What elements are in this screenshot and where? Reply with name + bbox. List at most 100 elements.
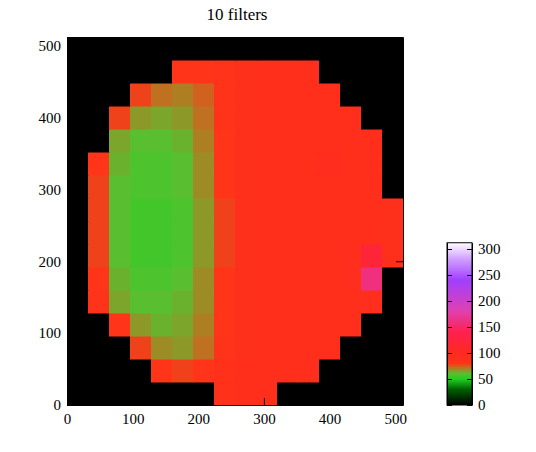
tick <box>198 37 199 44</box>
cell <box>193 152 215 176</box>
cell <box>214 382 236 405</box>
cell <box>319 37 341 61</box>
cell <box>361 244 383 268</box>
cell <box>109 244 131 268</box>
cell <box>193 198 215 222</box>
cell <box>88 336 110 360</box>
cell <box>67 37 89 61</box>
x-axis: 0100200300400500 <box>64 398 407 427</box>
cell <box>88 129 110 153</box>
tick: 100 <box>122 398 145 427</box>
cell <box>130 244 152 268</box>
cell <box>298 175 320 199</box>
cell <box>298 359 320 383</box>
cell <box>277 221 299 245</box>
cell <box>256 152 278 176</box>
cell <box>340 106 362 130</box>
cell <box>340 83 362 107</box>
tick <box>396 118 403 119</box>
tick-mark <box>396 189 403 190</box>
tick-mark <box>67 189 74 190</box>
cell <box>298 382 320 405</box>
cell <box>193 313 215 337</box>
cell <box>67 359 89 383</box>
cell <box>361 359 383 383</box>
tick-label: 0 <box>54 397 62 413</box>
cell <box>319 175 341 199</box>
cell <box>151 313 173 337</box>
tick: 400 <box>319 398 342 427</box>
cell <box>256 106 278 130</box>
cell <box>193 37 215 61</box>
tick-label: 250 <box>478 267 501 283</box>
cell <box>361 60 383 84</box>
cell <box>172 106 194 130</box>
cell <box>67 83 89 107</box>
cell <box>88 175 110 199</box>
cell <box>151 129 173 153</box>
tick-mark <box>396 333 403 334</box>
cell <box>193 359 215 383</box>
tick-label: 50 <box>478 371 493 387</box>
tick-label: 100 <box>478 345 501 361</box>
cell <box>235 221 257 245</box>
cell <box>151 382 173 405</box>
cell <box>319 221 341 245</box>
tick-mark <box>67 118 74 119</box>
cell <box>172 267 194 291</box>
cell <box>193 382 215 405</box>
tick: 200 <box>39 254 75 270</box>
tick <box>396 189 403 190</box>
tick-mark <box>447 353 452 354</box>
cell <box>88 359 110 383</box>
cell <box>340 198 362 222</box>
cell <box>193 336 215 360</box>
cell <box>382 290 403 314</box>
cell <box>67 267 89 291</box>
tick-label: 200 <box>478 293 501 309</box>
cell <box>193 290 215 314</box>
tick-mark <box>264 398 265 405</box>
tick-mark <box>330 37 331 44</box>
tick <box>447 353 452 354</box>
cell <box>277 359 299 383</box>
cell <box>130 152 152 176</box>
cell <box>130 221 152 245</box>
tick <box>396 405 403 406</box>
cell <box>277 60 299 84</box>
cell <box>361 336 383 360</box>
tick-label: 150 <box>478 319 501 335</box>
y-axis: 0100200300400500 <box>39 38 75 414</box>
cell <box>130 129 152 153</box>
cell <box>256 175 278 199</box>
cell <box>256 198 278 222</box>
cell <box>382 221 403 245</box>
tick-mark <box>467 301 472 302</box>
tick <box>395 37 396 44</box>
cell <box>67 290 89 314</box>
cell <box>109 152 131 176</box>
tick-mark <box>67 46 74 47</box>
cell <box>340 37 362 61</box>
tick <box>396 333 403 334</box>
cell <box>235 106 257 130</box>
cell <box>109 175 131 199</box>
cell <box>130 336 152 360</box>
cell <box>130 313 152 337</box>
cell <box>109 83 131 107</box>
cell <box>298 37 320 61</box>
tick: 400 <box>39 110 75 126</box>
cell <box>256 359 278 383</box>
cell <box>214 129 236 153</box>
cell <box>361 175 383 199</box>
cell <box>340 313 362 337</box>
cell <box>277 83 299 107</box>
cell <box>88 152 110 176</box>
cell <box>319 129 341 153</box>
tick: 50 <box>467 371 493 387</box>
tick <box>447 275 452 276</box>
tick-mark <box>396 118 403 119</box>
cell <box>193 60 215 84</box>
cell <box>298 221 320 245</box>
cell <box>88 382 110 405</box>
